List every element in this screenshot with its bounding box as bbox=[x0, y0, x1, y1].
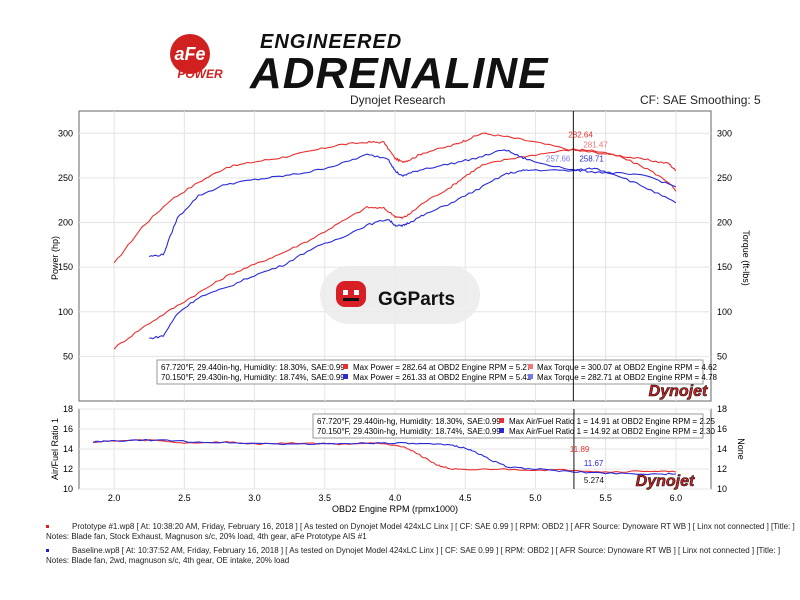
afr-legend-run2-marker bbox=[499, 428, 504, 433]
afr-tick-label: 12 bbox=[63, 464, 73, 474]
legend-run2-max-torque: Max Torque = 282.71 at OBD2 Engine RPM =… bbox=[537, 373, 718, 382]
rpm-tick-label: 4.0 bbox=[389, 493, 402, 503]
power-tick-label: 200 bbox=[58, 218, 73, 228]
torque-tick-label: 100 bbox=[717, 307, 732, 317]
power-legend: 67.720°F, 29.440in-hg, Humidity: 18.30%,… bbox=[156, 359, 718, 385]
torque-y-ticks: 50 100 150 200 250 300 bbox=[717, 128, 732, 361]
footer-run2-line1: Baseline.wp8 [ At: 10:37:52 AM, Friday, … bbox=[72, 546, 781, 555]
power-tick-label: 100 bbox=[58, 307, 73, 317]
torque-tick-label: 50 bbox=[717, 351, 727, 361]
run-footer: Prototype #1.wp8 [ At: 10:38:20 AM, Frid… bbox=[46, 522, 795, 566]
rpm-tick-label: 2.5 bbox=[178, 493, 191, 503]
afr-y2-label: None bbox=[736, 438, 746, 460]
footer-run1-line1: Prototype #1.wp8 [ At: 10:38:20 AM, Frid… bbox=[72, 522, 795, 531]
legend-run1-conditions: 67.720°F, 29.440in-hg, Humidity: 18.30%,… bbox=[161, 363, 345, 372]
afr-y2-ticks: 10 12 14 16 18 bbox=[717, 404, 727, 494]
afr-y2-tick-label: 14 bbox=[717, 444, 727, 454]
cursor-torque-red-value: 281.47 bbox=[583, 140, 608, 149]
footer-run2: Baseline.wp8 [ At: 10:37:52 AM, Friday, … bbox=[46, 546, 795, 556]
legend-run2-power-marker bbox=[343, 374, 348, 379]
cursor-afr-blue-value: 11.67 bbox=[584, 459, 604, 468]
svg-text:ENGINEERED: ENGINEERED bbox=[260, 31, 402, 53]
afe-adrenaline-logo: aFe POWER ENGINEERED ADRENALINE bbox=[170, 31, 549, 98]
legend-run1-torque-marker bbox=[528, 364, 533, 369]
afr-y2-tick-label: 16 bbox=[717, 424, 727, 434]
afr-legend-run1-conditions: 67.720°F, 29.440in-hg, Humidity: 18.30%,… bbox=[317, 417, 501, 426]
cursor-torque-blue-value: 258.71 bbox=[579, 155, 604, 164]
ggparts-watermark: GGParts bbox=[320, 266, 480, 324]
afr-legend-run1-marker bbox=[499, 418, 504, 423]
footer-run2-notes: Notes: Blade fan, 2wd, magnuson s/c, 4th… bbox=[46, 556, 290, 565]
afr-legend-run2-max: Max Air/Fuel Ratio 1 = 14.92 at OBD2 Eng… bbox=[509, 427, 715, 436]
rpm-tick-label: 2.0 bbox=[108, 493, 121, 503]
power-grid bbox=[79, 111, 711, 401]
rpm-tick-label: 3.0 bbox=[248, 493, 261, 503]
rpm-tick-label: 4.5 bbox=[459, 493, 472, 503]
afr-y-label: Air/Fuel Ratio 1 bbox=[50, 418, 60, 480]
power-tick-label: 250 bbox=[58, 173, 73, 183]
run1-marker bbox=[46, 525, 49, 528]
ggparts-mascot-icon: GGParts bbox=[336, 281, 455, 310]
legend-run2-torque-marker bbox=[528, 374, 533, 379]
cursor-afr-red-value: 11.89 bbox=[570, 445, 590, 454]
afe-power-badge: aFe POWER bbox=[170, 34, 223, 81]
afr-y2-tick-label: 18 bbox=[717, 404, 727, 414]
watermark-text: GGParts bbox=[378, 289, 455, 310]
svg-text:POWER: POWER bbox=[177, 67, 223, 81]
legend-run1-max-power: Max Power = 282.64 at OBD2 Engine RPM = … bbox=[353, 363, 532, 372]
run2-marker bbox=[46, 549, 49, 552]
run1-torque-line bbox=[113, 132, 677, 264]
afr-y2-tick-label: 10 bbox=[717, 484, 727, 494]
power-y-ticks: 50 100 150 200 250 300 bbox=[58, 128, 73, 361]
power-tick-label: 300 bbox=[58, 128, 73, 138]
run2-afr-line bbox=[92, 438, 676, 476]
torque-y-label: Torque (ft-lbs) bbox=[741, 230, 751, 286]
x-axis-label: OBD2 Engine RPM (rpmx1000) bbox=[332, 504, 458, 514]
afr-tick-label: 10 bbox=[63, 484, 73, 494]
rpm-tick-label: 6.0 bbox=[670, 493, 683, 503]
legend-run1-power-marker bbox=[343, 364, 348, 369]
torque-tick-label: 200 bbox=[717, 218, 732, 228]
svg-text:ADRENALINE: ADRENALINE bbox=[249, 49, 549, 98]
power-tick-label: 50 bbox=[63, 351, 73, 361]
afr-legend: 67.720°F, 29.440in-hg, Humidity: 18.30%,… bbox=[312, 413, 715, 439]
rpm-x-ticks: 2.0 2.5 3.0 3.5 4.0 4.5 5.0 5.5 6.0 bbox=[108, 493, 682, 503]
footer-run1: Prototype #1.wp8 [ At: 10:38:20 AM, Frid… bbox=[46, 522, 795, 532]
run1-afr-line bbox=[92, 439, 677, 473]
legend-run2-conditions: 70.150°F, 29.430in-hg, Humidity: 18.74%,… bbox=[161, 373, 345, 382]
afr-y-ticks: 10 12 14 16 18 bbox=[63, 404, 73, 494]
rpm-tick-label: 5.5 bbox=[599, 493, 612, 503]
header-left-label: Dynojet Research bbox=[350, 93, 446, 107]
afr-legend-run2-conditions: 70.150°F, 29.430in-hg, Humidity: 18.74%,… bbox=[317, 427, 501, 436]
power-tick-label: 150 bbox=[58, 262, 73, 272]
afr-series bbox=[92, 438, 677, 476]
afr-tick-label: 18 bbox=[63, 404, 73, 414]
rpm-tick-label: 5.0 bbox=[529, 493, 542, 503]
header-right-label: CF: SAE Smoothing: 5 bbox=[640, 93, 761, 107]
svg-text:aFe: aFe bbox=[174, 44, 205, 64]
legend-run2-max-power: Max Power = 261.33 at OBD2 Engine RPM = … bbox=[353, 373, 532, 382]
torque-tick-label: 150 bbox=[717, 262, 732, 272]
legend-run1-max-torque: Max Torque = 300.07 at OBD2 Engine RPM =… bbox=[537, 363, 718, 372]
rpm-tick-label: 3.5 bbox=[319, 493, 332, 503]
torque-tick-label: 250 bbox=[717, 173, 732, 183]
torque-tick-label: 300 bbox=[717, 128, 732, 138]
cursor-power-red-value: 282.64 bbox=[568, 130, 593, 139]
afr-tick-label: 16 bbox=[63, 424, 73, 434]
cursor-power-blue-value: 257.66 bbox=[546, 155, 571, 164]
run1-power-line bbox=[113, 148, 677, 350]
afr-y2-tick-label: 12 bbox=[717, 464, 727, 474]
afr-legend-run1-max: Max Air/Fuel Ratio 1 = 14.91 at OBD2 Eng… bbox=[509, 417, 715, 426]
dyno-chart: 50 100 150 200 250 300 50 100 150 200 250 300 Powe… bbox=[50, 110, 751, 514]
svg-text:Dynojet: Dynojet bbox=[649, 383, 708, 400]
power-y-label: Power (hp) bbox=[50, 236, 60, 280]
footer-run1-notes: Notes: Blade fan, Stock Exhaust, Magnuso… bbox=[46, 532, 367, 541]
svg-text:Dynojet: Dynojet bbox=[636, 473, 695, 490]
cursor-rpm-value: 5.274 bbox=[584, 476, 605, 485]
dynojet-logo-upper: Dynojet bbox=[648, 383, 708, 401]
dynojet-logo-lower: Dynojet bbox=[635, 473, 695, 491]
afr-tick-label: 14 bbox=[63, 444, 73, 454]
